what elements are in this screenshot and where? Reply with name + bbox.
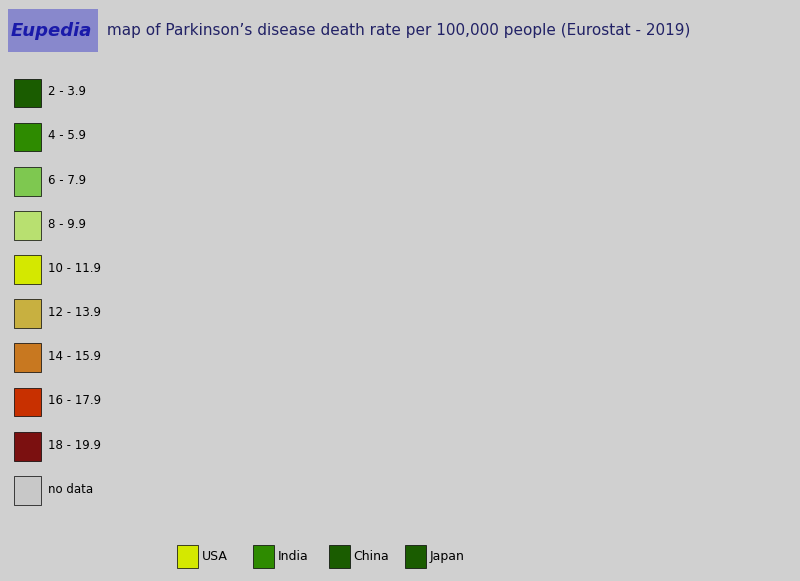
Text: 10 - 11.9: 10 - 11.9: [48, 262, 101, 275]
Text: 4 - 5.9: 4 - 5.9: [48, 130, 86, 142]
Text: map of Parkinson’s disease death rate per 100,000 people (Eurostat - 2019): map of Parkinson’s disease death rate pe…: [102, 23, 690, 38]
Bar: [177, 545, 198, 568]
Text: Japan: Japan: [430, 550, 464, 563]
Bar: [253, 545, 274, 568]
Bar: [405, 545, 426, 568]
Text: 2 - 3.9: 2 - 3.9: [48, 85, 86, 98]
Text: 16 - 17.9: 16 - 17.9: [48, 394, 101, 407]
Bar: [14, 123, 42, 152]
Text: USA: USA: [202, 550, 227, 563]
Text: China: China: [354, 550, 389, 563]
Text: 12 - 13.9: 12 - 13.9: [48, 306, 101, 319]
Text: 8 - 9.9: 8 - 9.9: [48, 218, 86, 231]
Bar: [14, 432, 42, 461]
Text: 6 - 7.9: 6 - 7.9: [48, 174, 86, 187]
Bar: [14, 299, 42, 328]
Text: no data: no data: [48, 483, 93, 496]
FancyBboxPatch shape: [8, 9, 98, 52]
Bar: [329, 545, 350, 568]
Bar: [14, 476, 42, 505]
Bar: [14, 211, 42, 240]
Bar: [14, 78, 42, 107]
Text: 18 - 19.9: 18 - 19.9: [48, 439, 101, 451]
Text: Eupedia: Eupedia: [10, 21, 92, 40]
Text: 14 - 15.9: 14 - 15.9: [48, 350, 101, 363]
Bar: [14, 388, 42, 417]
Bar: [14, 343, 42, 372]
Bar: [14, 167, 42, 196]
Bar: [14, 255, 42, 284]
Text: India: India: [278, 550, 308, 563]
